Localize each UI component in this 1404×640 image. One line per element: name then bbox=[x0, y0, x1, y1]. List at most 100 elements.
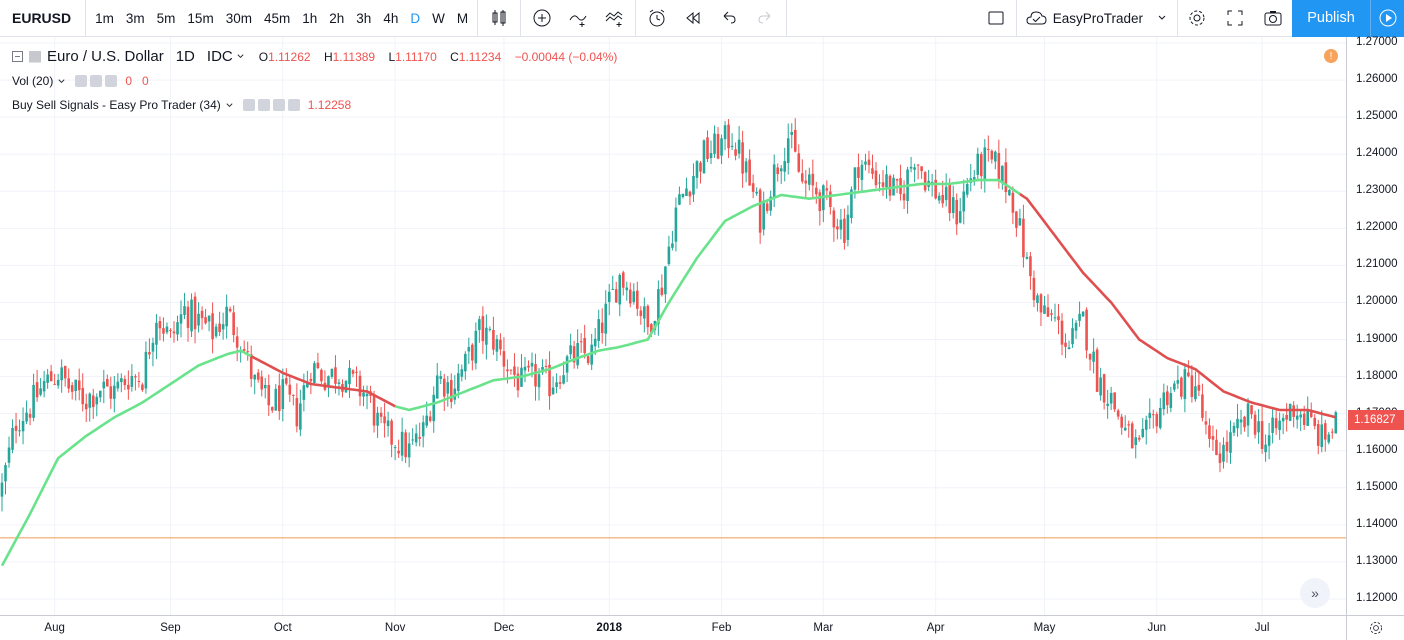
candle bbox=[169, 328, 172, 338]
interval-45m[interactable]: 45m bbox=[263, 10, 291, 26]
time-tick-label: Sep bbox=[160, 622, 181, 634]
settings-icon[interactable] bbox=[257, 99, 270, 111]
candle bbox=[1211, 425, 1215, 451]
candle bbox=[1064, 333, 1067, 359]
candle bbox=[758, 187, 762, 244]
undo-icon[interactable] bbox=[711, 0, 747, 37]
interval-30m[interactable]: 30m bbox=[225, 10, 252, 26]
snapshot-icon[interactable] bbox=[1254, 0, 1292, 37]
candle bbox=[1320, 410, 1324, 453]
replay-icon[interactable] bbox=[675, 0, 711, 37]
interval-4h[interactable]: 4h bbox=[383, 10, 399, 26]
candle bbox=[864, 153, 867, 171]
indicator-legend: Buy Sell Signals - Easy Pro Trader (34) … bbox=[12, 98, 351, 112]
price-axis[interactable]: 1.27000 1.26000 1.25000 1.24000 1.23000 1.220… bbox=[1346, 36, 1404, 615]
axis-settings-icon[interactable] bbox=[1346, 615, 1404, 640]
candle bbox=[607, 283, 611, 316]
add-indicator-icon[interactable] bbox=[524, 0, 560, 37]
candle bbox=[495, 334, 499, 362]
candle bbox=[1232, 422, 1236, 436]
candle bbox=[832, 207, 836, 242]
candle bbox=[937, 192, 941, 204]
candle bbox=[1116, 408, 1120, 420]
candle bbox=[492, 316, 495, 355]
candle bbox=[1190, 365, 1194, 403]
settings-icon[interactable] bbox=[1178, 0, 1216, 37]
interval-3m[interactable]: 3m bbox=[125, 10, 145, 26]
collapse-legend-icon[interactable] bbox=[12, 51, 23, 62]
candle bbox=[783, 147, 787, 182]
candle bbox=[762, 191, 765, 236]
candle bbox=[906, 166, 909, 214]
eye-icon[interactable] bbox=[75, 75, 88, 87]
fullscreen-icon[interactable] bbox=[1216, 0, 1254, 37]
cloud-icon bbox=[1026, 11, 1047, 25]
candle bbox=[1050, 309, 1053, 322]
price-chart[interactable] bbox=[0, 37, 1346, 615]
eye-icon[interactable] bbox=[242, 99, 255, 111]
top-toolbar: EURUSD 1m 3m 5m 15m 30m 45m 1h 2h 3h 4h D W M bbox=[0, 0, 1404, 37]
candle-style-icon[interactable] bbox=[481, 0, 517, 37]
candle bbox=[453, 375, 457, 405]
price-tick-label: 1.14000 bbox=[1356, 517, 1398, 530]
interval-2h[interactable]: 2h bbox=[329, 10, 345, 26]
candle bbox=[1095, 347, 1099, 393]
candle bbox=[951, 185, 955, 219]
candle bbox=[127, 370, 130, 400]
interval-W[interactable]: W bbox=[432, 10, 445, 26]
candle bbox=[1036, 293, 1039, 312]
candle bbox=[488, 326, 492, 332]
scroll-to-realtime-button[interactable]: » bbox=[1300, 578, 1330, 608]
fullscreen-layout-icon[interactable] bbox=[976, 0, 1016, 37]
source-code-icon[interactable] bbox=[272, 99, 285, 111]
chevron-down-icon[interactable] bbox=[236, 52, 245, 61]
price-tick-label: 1.24000 bbox=[1356, 147, 1398, 160]
interval-M[interactable]: M bbox=[456, 10, 469, 26]
interval-15m[interactable]: 15m bbox=[187, 10, 214, 26]
time-axis[interactable]: Aug Sep Oct Nov Dec 2018 Feb Mar Apr May Jun Jul bbox=[0, 615, 1346, 640]
candle bbox=[867, 150, 871, 174]
interval-1m[interactable]: 1m bbox=[95, 10, 114, 26]
publish-button[interactable]: Publish bbox=[1292, 0, 1370, 37]
candle bbox=[843, 208, 846, 250]
candle bbox=[42, 370, 46, 398]
candle bbox=[200, 306, 204, 330]
candle bbox=[11, 419, 14, 454]
interval-3h[interactable]: 3h bbox=[356, 10, 372, 26]
candle bbox=[1260, 406, 1264, 454]
ma-bull-segment bbox=[0, 349, 252, 567]
close-icon[interactable] bbox=[287, 99, 300, 111]
alert-icon[interactable] bbox=[639, 0, 675, 37]
interval-5m[interactable]: 5m bbox=[156, 10, 176, 26]
candle bbox=[667, 235, 671, 266]
indicator-value: 1.12258 bbox=[307, 98, 352, 112]
candle bbox=[218, 311, 221, 337]
compare-icon[interactable] bbox=[560, 0, 596, 37]
interval-1h[interactable]: 1h bbox=[302, 10, 318, 26]
close-icon[interactable] bbox=[105, 75, 118, 87]
interval-D[interactable]: D bbox=[410, 10, 421, 26]
settings-icon[interactable] bbox=[90, 75, 103, 87]
chevron-down-icon[interactable] bbox=[57, 77, 66, 86]
candle bbox=[1281, 413, 1285, 435]
candle bbox=[1166, 385, 1169, 414]
symbol-search[interactable]: EURUSD bbox=[0, 0, 87, 37]
alert-dot-icon[interactable]: ! bbox=[1324, 49, 1338, 63]
chevron-down-icon[interactable] bbox=[225, 101, 234, 110]
candle bbox=[242, 340, 246, 353]
layout-menu[interactable]: EasyProTrader bbox=[1015, 0, 1178, 37]
candle bbox=[660, 274, 664, 297]
redo-icon[interactable] bbox=[747, 0, 783, 37]
candle bbox=[513, 353, 516, 387]
play-icon[interactable] bbox=[1370, 0, 1404, 37]
candle bbox=[348, 360, 351, 399]
candle bbox=[625, 281, 629, 301]
candle bbox=[632, 283, 636, 305]
candle bbox=[39, 377, 42, 397]
candle bbox=[404, 429, 407, 464]
candle bbox=[709, 140, 713, 165]
candle bbox=[358, 370, 362, 406]
candle bbox=[442, 373, 446, 411]
candle bbox=[292, 394, 295, 406]
indicators-icon[interactable] bbox=[596, 0, 632, 37]
